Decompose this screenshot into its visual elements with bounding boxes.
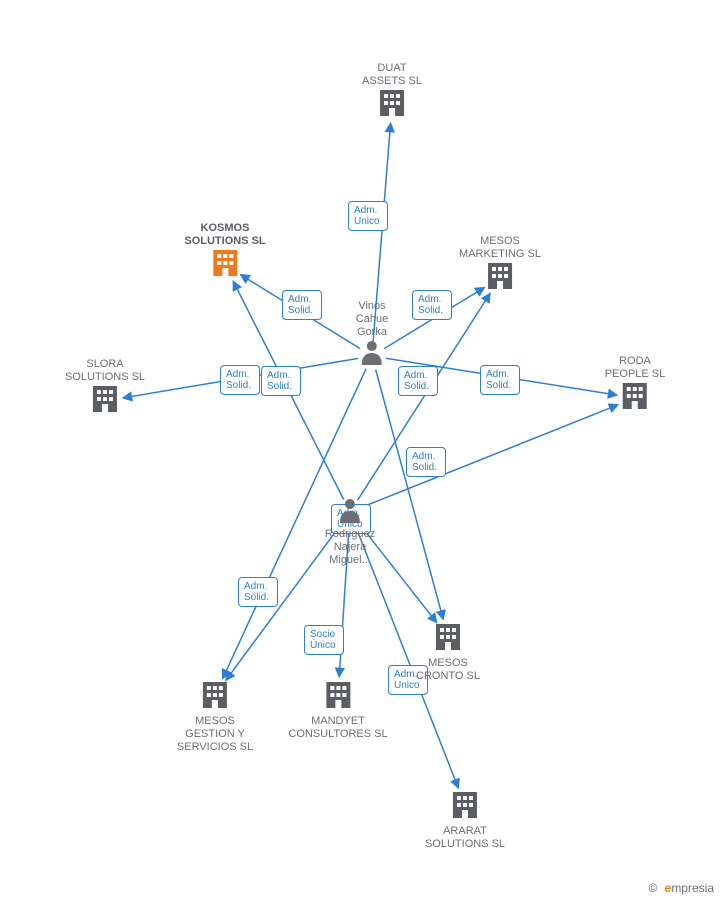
person-icon — [339, 497, 361, 528]
edges-layer — [0, 0, 728, 905]
brand-rest: mpresia — [671, 881, 714, 895]
node-kosmos[interactable]: KOSMOS SOLUTIONS SL — [184, 222, 265, 283]
building-icon — [434, 622, 462, 657]
edge-label: Adm. Solid. — [398, 366, 438, 396]
node-roda[interactable]: RODA PEOPLE SL — [605, 355, 666, 416]
edge-label: Socio Único — [304, 625, 344, 655]
building-icon — [91, 384, 119, 419]
node-label: SLORA SOLUTIONS SL — [65, 358, 145, 384]
building-icon — [486, 261, 514, 296]
building-icon — [621, 381, 649, 416]
node-label: KOSMOS SOLUTIONS SL — [184, 222, 265, 248]
node-mesosgest[interactable]: MESOS GESTION Y SERVICIOS SL — [177, 680, 253, 754]
network-diagram: Adm. UnicoAdm. Solid.Adm. Solid.Adm. Sol… — [0, 0, 728, 905]
node-label: MANDYET CONSULTORES SL — [288, 715, 387, 741]
edge-label: Adm. Solid. — [220, 365, 260, 395]
node-label: Rodriguez Najera Miguel... — [325, 528, 375, 567]
node-miguel[interactable]: Rodriguez Najera Miguel... — [325, 497, 375, 567]
person-icon — [361, 339, 383, 370]
edge-label: Adm. Solid. — [238, 577, 278, 607]
node-mandyet[interactable]: MANDYET CONSULTORES SL — [288, 680, 387, 741]
edge-label: Adm. Solid. — [261, 366, 301, 396]
node-ararat[interactable]: ARARAT SOLUTIONS SL — [425, 790, 505, 851]
building-icon — [378, 88, 406, 123]
building-icon — [451, 790, 479, 825]
node-label: RODA PEOPLE SL — [605, 355, 666, 381]
node-cronto[interactable]: MESOS CRONTO SL — [416, 622, 480, 683]
node-gorka[interactable]: Vinos Cahue Gorka — [356, 300, 388, 370]
node-duat[interactable]: DUAT ASSETS SL — [362, 62, 422, 123]
edge-gorka-cronto — [376, 370, 444, 620]
node-mesosmkt[interactable]: MESOS MARKETING SL — [459, 235, 541, 296]
edge-label: Adm. Solid. — [406, 447, 446, 477]
node-slora[interactable]: SLORA SOLUTIONS SL — [65, 358, 145, 419]
building-icon — [201, 680, 229, 715]
node-label: MESOS MARKETING SL — [459, 235, 541, 261]
node-label: MESOS CRONTO SL — [416, 657, 480, 683]
copyright-symbol: © — [648, 881, 657, 895]
edge-label: Adm. Solid. — [282, 290, 322, 320]
watermark: © empresia — [648, 881, 714, 895]
edge-label: Adm. Solid. — [480, 365, 520, 395]
edge-label: Adm. Unico — [348, 201, 388, 231]
node-label: DUAT ASSETS SL — [362, 62, 422, 88]
edge-label: Adm. Solid. — [412, 290, 452, 320]
node-label: ARARAT SOLUTIONS SL — [425, 825, 505, 851]
node-label: Vinos Cahue Gorka — [356, 300, 388, 339]
building-icon — [211, 248, 239, 283]
node-label: MESOS GESTION Y SERVICIOS SL — [177, 715, 253, 754]
building-icon — [324, 680, 352, 715]
edge-miguel-roda — [363, 405, 618, 507]
